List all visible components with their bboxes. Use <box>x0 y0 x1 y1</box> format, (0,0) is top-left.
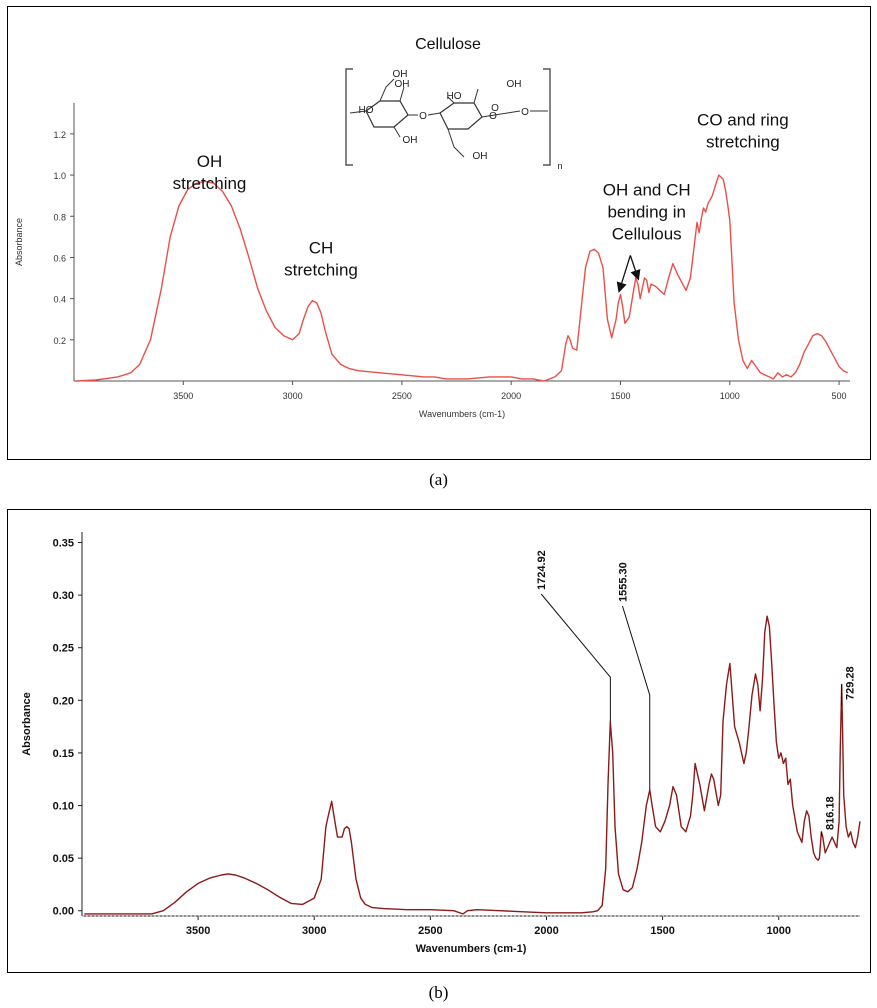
y-tick-label: 0.8 <box>53 212 66 222</box>
peak-annotation: bending in <box>607 203 685 222</box>
peak-label: 816.18 <box>824 796 836 830</box>
bond <box>379 78 395 102</box>
left-bracket <box>345 68 353 166</box>
y-tick-label: 0.30 <box>53 590 74 602</box>
x-tick-label: 1000 <box>720 391 740 401</box>
structure-atom-label: HO <box>447 91 462 102</box>
peak-annotation: CH <box>309 238 334 257</box>
x-tick-label: 3500 <box>173 391 193 401</box>
peak-annotation: CO and ring <box>697 111 789 130</box>
annotation-arrow <box>616 255 631 293</box>
y-tick-label: 1.0 <box>53 171 66 181</box>
peak-annotation: stretching <box>173 174 247 193</box>
structure-atom-label: OH <box>395 79 410 90</box>
x-tick-label: 1000 <box>766 925 790 937</box>
peak-label: 1724.92 <box>536 550 548 590</box>
chart-panel-a: 0.2 0.4 0.6 0.8 1.0 1.2 3500 3000 2500 2000 1500 10… <box>7 6 871 460</box>
structure-title: Cellulose <box>415 36 481 53</box>
x-axis-label: Wavenumbers (cm-1) <box>419 409 505 419</box>
y-tick-label: 0.05 <box>53 853 74 865</box>
peak-annotation: OH <box>197 152 223 171</box>
y-tick-label: 0.25 <box>53 643 74 655</box>
caption-a: (a) <box>429 470 448 489</box>
y-tick-label: 0.35 <box>53 538 74 550</box>
x-axis-label: Wavenumbers (cm-1) <box>416 943 527 955</box>
structure-atom-label: OH <box>473 151 488 162</box>
bond <box>349 110 367 114</box>
structure-atom-label: O <box>489 111 497 122</box>
structure-atom-label: O <box>491 103 499 114</box>
y-tick-label: 0.4 <box>53 295 66 305</box>
chart-b-svg: 0.00 0.05 0.10 0.15 0.20 0.25 0.30 0.35 3500 3000… <box>21 532 861 955</box>
x-tick-label: 1500 <box>650 925 674 937</box>
peak-leader-line <box>621 605 651 790</box>
x-tick-label: 500 <box>832 391 847 401</box>
peak-label: 729.28 <box>845 666 857 700</box>
bond <box>427 112 441 116</box>
peak-annotation: stretching <box>706 133 780 152</box>
annotation-arrow <box>629 255 641 281</box>
structure-atom-label: OH <box>507 79 522 90</box>
bond <box>481 110 521 118</box>
right-bracket <box>543 68 551 166</box>
bond <box>447 128 465 158</box>
structure-atom-label: OH <box>403 135 418 146</box>
structure-atom-label: O <box>419 111 427 122</box>
x-tick-label: 2000 <box>501 391 521 401</box>
structure-atom-label: HO <box>359 105 374 116</box>
x-tick-label: 2500 <box>392 391 412 401</box>
peak-leader-line <box>540 593 611 722</box>
x-tick-label: 3000 <box>302 925 326 937</box>
chart-a-svg: 0.2 0.4 0.6 0.8 1.0 1.2 3500 3000 2500 2000 1500 10… <box>14 36 850 419</box>
structure-atom-label: n <box>557 161 562 171</box>
peak-annotation: stretching <box>284 260 358 279</box>
y-tick-label: 1.2 <box>53 130 66 140</box>
y-tick-label: 0.15 <box>53 748 74 760</box>
peak-annotation: OH and CH <box>603 181 691 200</box>
peak-label: 1555.30 <box>617 562 629 602</box>
x-tick-label: 2500 <box>418 925 442 937</box>
x-tick-label: 2000 <box>534 925 558 937</box>
x-tick-label: 3000 <box>283 391 303 401</box>
y-tick-label: 0.20 <box>53 695 74 707</box>
x-tick-label: 3500 <box>186 925 210 937</box>
peak-annotation: Cellulous <box>612 225 682 244</box>
y-tick-label: 0.10 <box>53 801 74 813</box>
y-axis-label: Absorbance <box>14 218 24 266</box>
bond <box>447 96 455 104</box>
y-tick-label: 0.2 <box>53 336 66 346</box>
y-tick-label: 0.00 <box>53 906 74 918</box>
bond <box>473 88 479 104</box>
caption-b: (b) <box>428 983 449 1002</box>
spectrum-line <box>84 615 861 915</box>
structure-atom-label: O <box>521 107 529 118</box>
glucose-ring-2 <box>439 102 483 130</box>
y-axis-label: Absorbance <box>21 692 33 756</box>
spectrum-line <box>76 174 849 382</box>
x-tick-label: 1500 <box>610 391 630 401</box>
chart-panel-b: 0.00 0.05 0.10 0.15 0.20 0.25 0.30 0.35 3500 3000… <box>7 509 871 973</box>
bond <box>399 86 405 102</box>
bond <box>393 126 401 138</box>
y-tick-label: 0.6 <box>53 253 66 263</box>
structure-atom-label: OH <box>393 69 408 80</box>
